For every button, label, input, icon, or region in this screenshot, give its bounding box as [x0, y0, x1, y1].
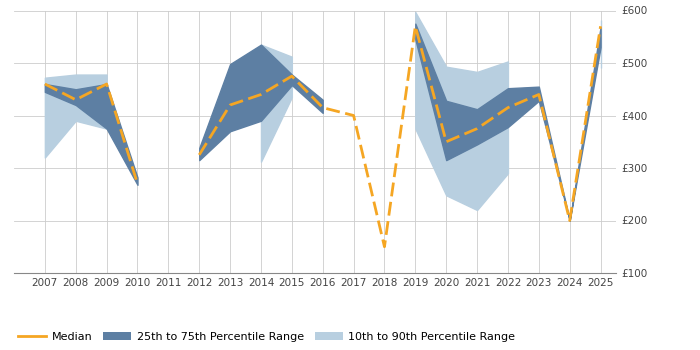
Legend: Median, 25th to 75th Percentile Range, 10th to 90th Percentile Range: Median, 25th to 75th Percentile Range, 1… [14, 327, 520, 346]
